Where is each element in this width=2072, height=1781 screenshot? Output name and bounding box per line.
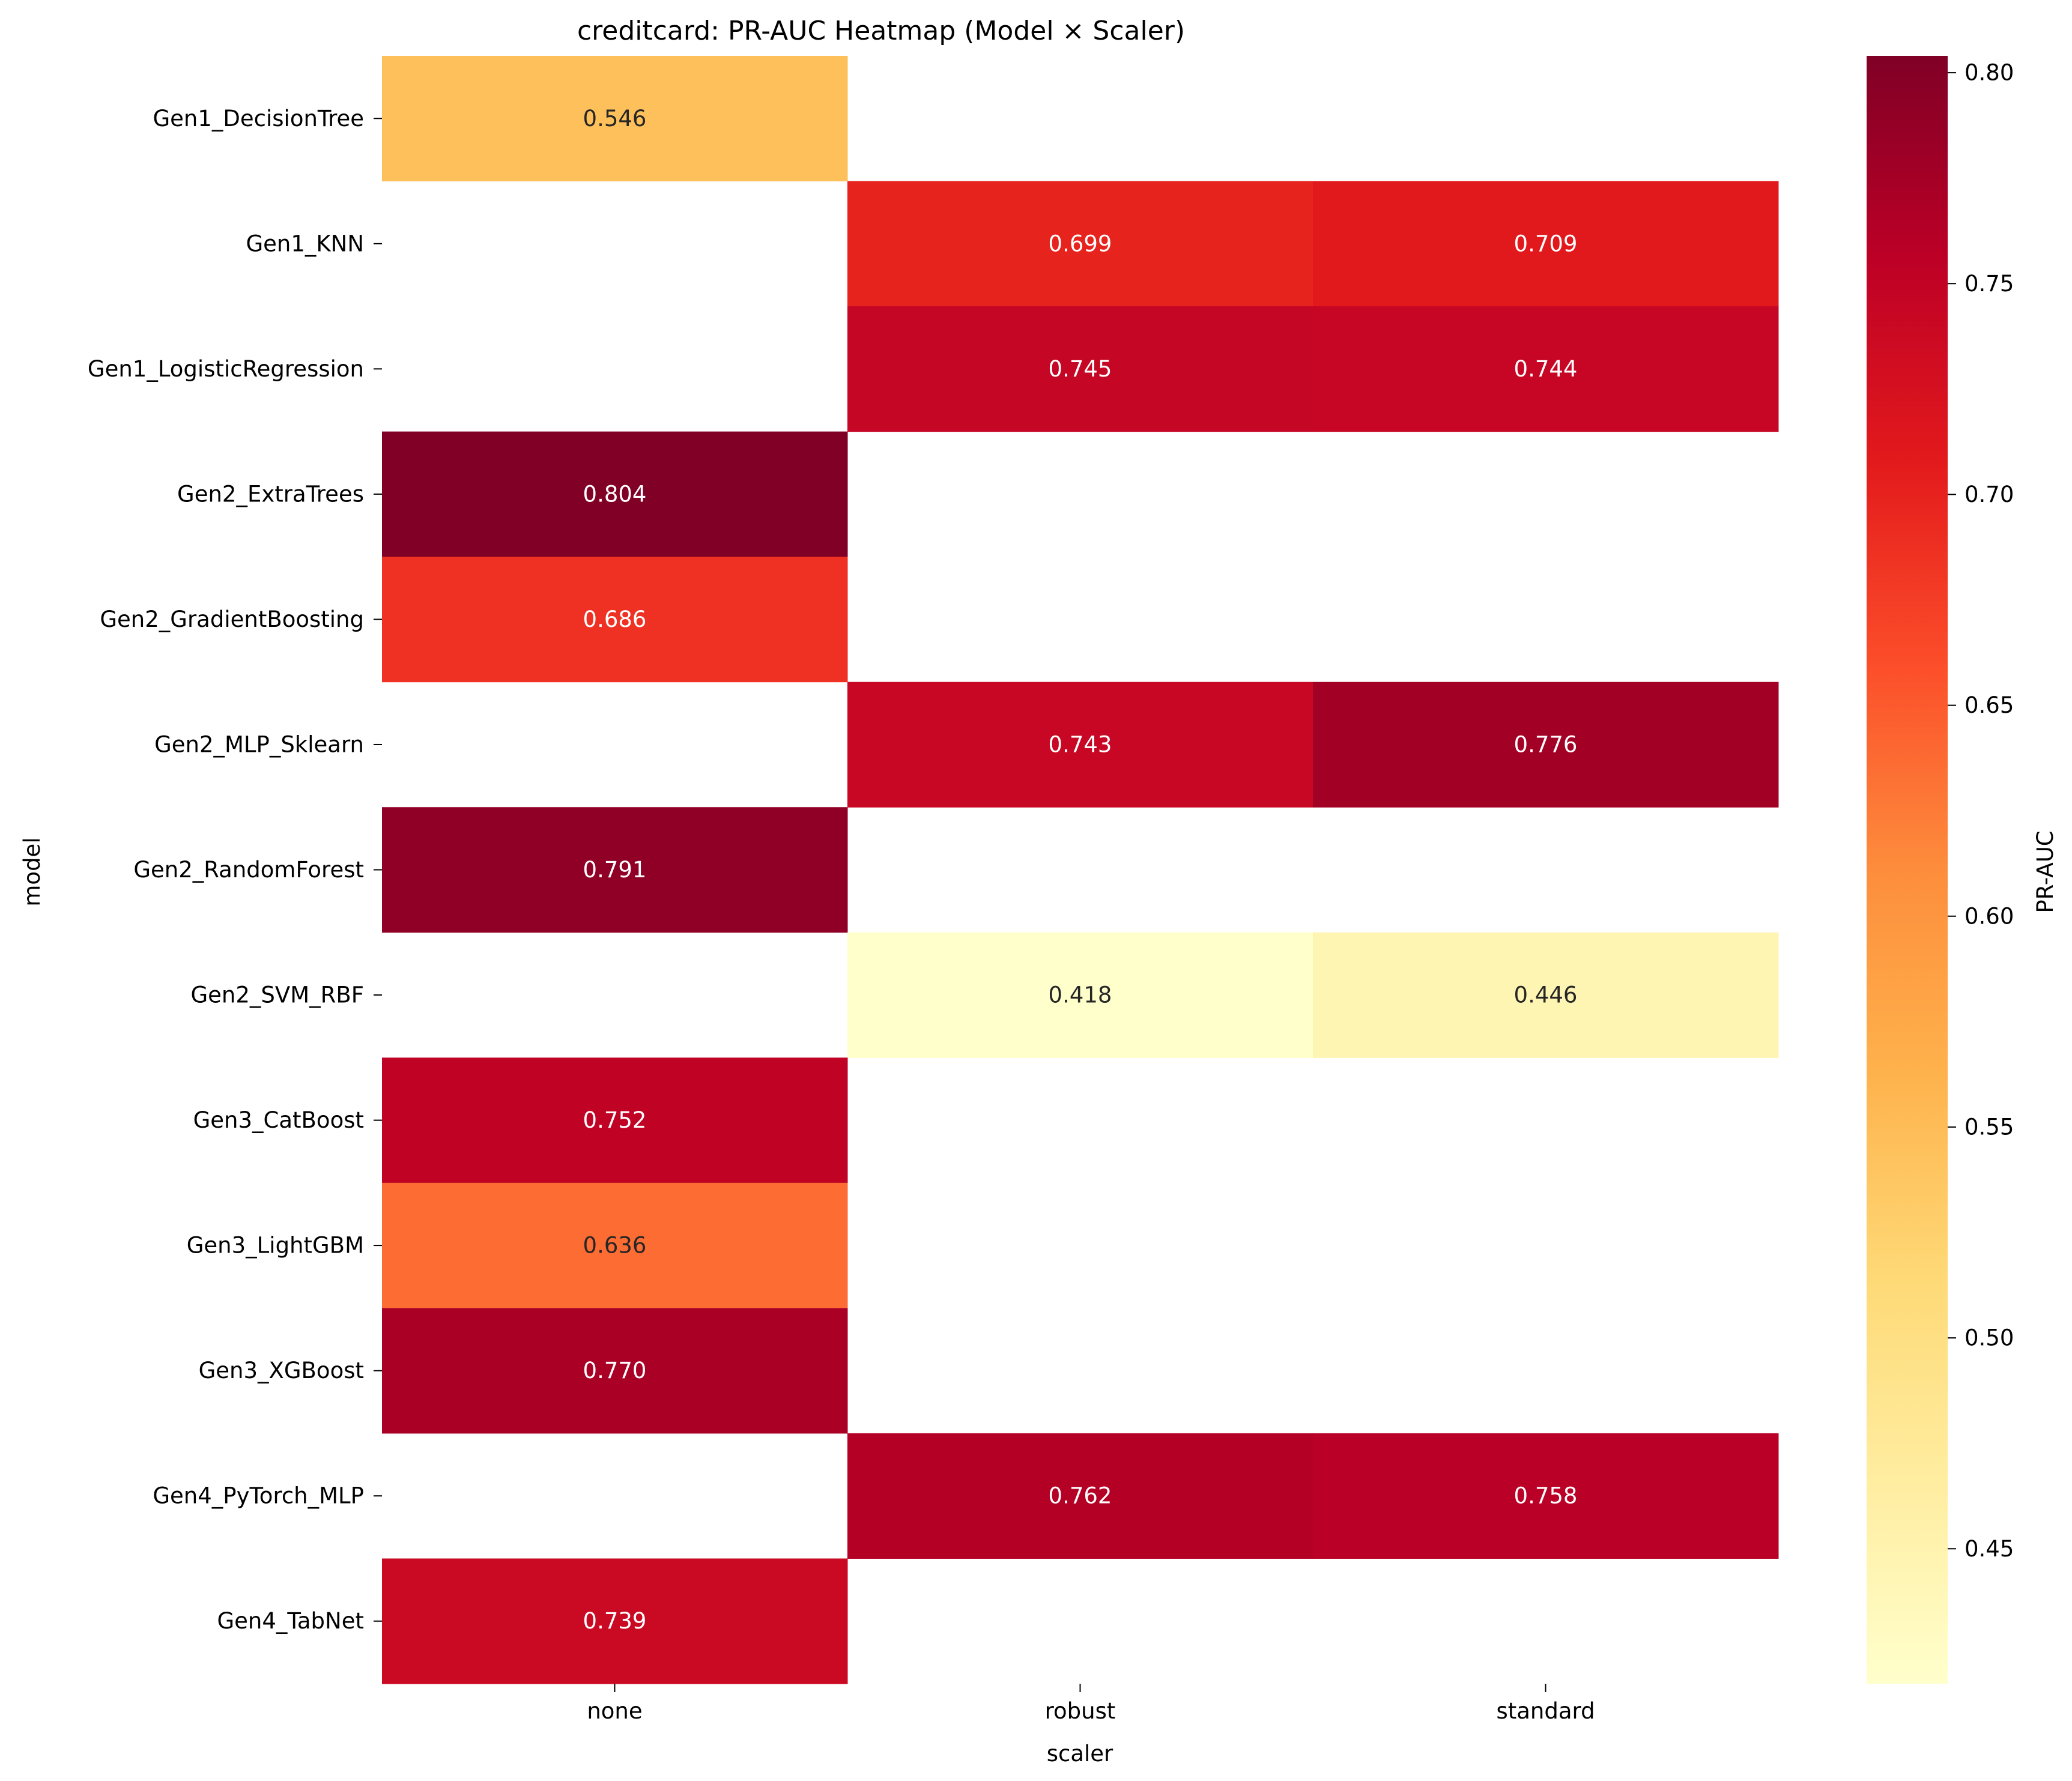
colorbar-tick-label: 0.80: [1964, 60, 2014, 86]
x-tick-label: robust: [1045, 1698, 1116, 1724]
heatmap-cell: [382, 1057, 848, 1184]
cell-value-label: 0.699: [1049, 231, 1112, 256]
y-tick-label: Gen4_TabNet: [217, 1608, 364, 1634]
heatmap-cell: [1313, 932, 1779, 1058]
y-tick-label: Gen2_SVM_RBF: [190, 982, 364, 1008]
cell-value-label: 0.636: [583, 1233, 647, 1259]
heatmap-cell: [382, 1558, 848, 1684]
colorbar-gradient: [1867, 56, 1948, 1684]
cell-value-label: 0.776: [1514, 731, 1578, 757]
heatmap-cell: [1313, 1433, 1779, 1559]
colorbar-tick-label: 0.45: [1964, 1536, 2014, 1562]
colorbar-tick-label: 0.55: [1964, 1114, 2014, 1140]
cell-value-label: 0.758: [1514, 1483, 1578, 1509]
colorbar: 0.45 0.50 0.55 0.60 0.65 0.70 0.75 0.80: [1867, 56, 2014, 1684]
colorbar-tick-label: 0.70: [1964, 482, 2014, 507]
heatmap-cell: [1313, 181, 1779, 307]
x-axis-label: scaler: [1047, 1741, 1113, 1767]
cell-value-label: 0.791: [583, 857, 647, 883]
x-axis-ticks: none robust standard: [587, 1684, 1595, 1724]
cell-value-label: 0.743: [1049, 731, 1112, 757]
cell-value-label: 0.762: [1049, 1483, 1112, 1509]
y-axis-ticks: Gen1_DecisionTree Gen1_KNN Gen1_LogisticRe…: [88, 106, 382, 1634]
cell-value-label: 0.418: [1049, 982, 1112, 1008]
heatmap-cell: [847, 932, 1313, 1058]
x-tick-label: standard: [1496, 1698, 1595, 1724]
heatmap-cell: [382, 431, 848, 557]
heatmap-cell: [382, 557, 848, 683]
cell-value-label: 0.804: [583, 481, 647, 507]
y-tick-label: Gen3_LightGBM: [187, 1233, 364, 1259]
heatmap-cell: [382, 1308, 848, 1434]
y-tick-label: Gen3_XGBoost: [199, 1358, 364, 1383]
y-tick-label: Gen1_DecisionTree: [153, 106, 364, 132]
y-tick-label: Gen4_PyTorch_MLP: [153, 1483, 364, 1509]
colorbar-tick-label: 0.65: [1964, 692, 2014, 718]
cell-value-label: 0.745: [1049, 356, 1112, 382]
cell-value-label: 0.709: [1514, 231, 1578, 256]
heatmap-cell: [382, 56, 848, 182]
colorbar-label: PR-AUC: [2032, 830, 2058, 913]
y-tick-label: Gen3_CatBoost: [193, 1107, 364, 1133]
heatmap-cell: [847, 682, 1313, 808]
y-tick-label: Gen2_ExtraTrees: [177, 481, 364, 507]
heatmap-cell: [847, 306, 1313, 432]
cell-value-label: 0.744: [1514, 356, 1578, 382]
y-tick-label: Gen2_GradientBoosting: [100, 606, 364, 632]
heatmap-cells: 0.546 0.699 0.709 0.745 0.744 0.804 0.686 0.743…: [382, 56, 1779, 1684]
cell-value-label: 0.770: [583, 1358, 647, 1383]
cell-value-label: 0.546: [583, 106, 647, 132]
colorbar-tick-label: 0.50: [1964, 1325, 2014, 1351]
heatmap-cell: [847, 181, 1313, 307]
y-tick-label: Gen1_LogisticRegression: [88, 356, 364, 382]
cell-value-label: 0.752: [583, 1107, 647, 1133]
cell-value-label: 0.446: [1514, 982, 1578, 1008]
heatmap-cell: [847, 1433, 1313, 1559]
y-tick-label: Gen2_RandomForest: [133, 857, 364, 883]
colorbar-tick-label: 0.75: [1964, 271, 2014, 297]
heatmap-cell: [382, 1182, 848, 1308]
x-tick-label: none: [587, 1698, 642, 1724]
y-tick-label: Gen2_MLP_Sklearn: [154, 731, 364, 757]
chart-title: creditcard: PR-AUC Heatmap (Model × Scal…: [577, 16, 1185, 46]
y-axis-label: model: [19, 837, 45, 906]
y-tick-label: Gen1_KNN: [246, 231, 364, 256]
colorbar-tick-label: 0.60: [1964, 903, 2014, 929]
heatmap-cell: [1313, 682, 1779, 808]
heatmap-cell: [382, 807, 848, 933]
heatmap-cell: [1313, 306, 1779, 432]
cell-value-label: 0.739: [583, 1608, 647, 1634]
cell-value-label: 0.686: [583, 606, 647, 632]
